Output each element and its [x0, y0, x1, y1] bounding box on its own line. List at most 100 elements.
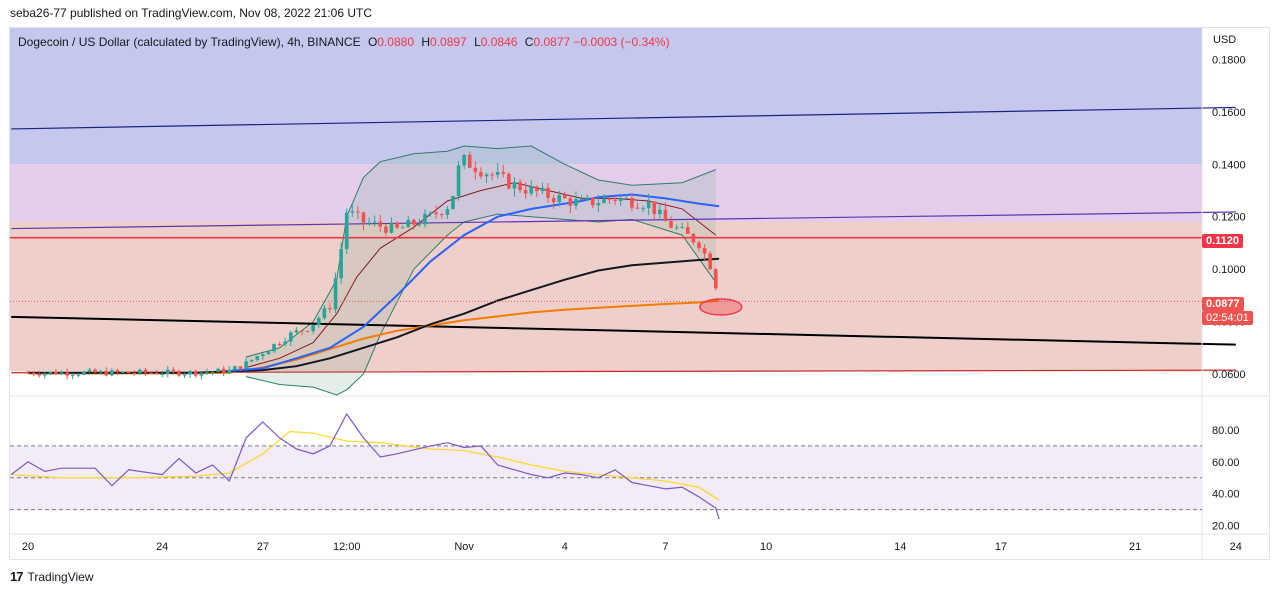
candle-body — [289, 332, 293, 342]
candle-body — [149, 372, 153, 374]
candle-body — [132, 373, 137, 375]
candle-body — [322, 308, 327, 319]
time-tick-label: 27 — [257, 541, 269, 553]
price-tick-label: 0.1800 — [1212, 54, 1246, 66]
time-tick-label: Nov — [454, 541, 474, 553]
candle-body — [138, 369, 142, 374]
candle-body — [26, 372, 30, 374]
candle-body — [110, 370, 114, 376]
candle-body — [328, 308, 332, 310]
time-tick-label: 4 — [562, 541, 568, 553]
candle-body — [367, 222, 371, 224]
candle-body — [372, 221, 377, 223]
candle-body — [428, 212, 433, 214]
candle-body — [646, 201, 651, 209]
candle-body — [713, 269, 718, 289]
candle-body — [311, 324, 315, 332]
footer-brand[interactable]: 17 TradingView — [10, 569, 94, 584]
candle-body — [384, 226, 388, 233]
candle-body — [395, 222, 399, 228]
candle-body — [294, 330, 299, 333]
candle-body — [423, 213, 427, 225]
candle-body — [624, 198, 629, 200]
rsi-ma-line — [11, 430, 720, 501]
candle-body — [507, 173, 511, 189]
high-key: H — [421, 35, 431, 49]
candle-body — [221, 368, 226, 374]
candle-body — [551, 197, 556, 203]
candle-body — [585, 197, 589, 199]
candle-body — [708, 253, 712, 270]
candle-body — [300, 330, 304, 332]
candle-body — [104, 370, 109, 376]
low-value: 0.0846 — [480, 35, 518, 49]
candle-body — [602, 198, 606, 204]
price-zone-2 — [10, 221, 1202, 372]
candle-body — [400, 227, 405, 229]
candle-body — [361, 212, 366, 223]
low-key: L — [474, 35, 481, 49]
candle-body — [546, 187, 550, 198]
candle-body — [238, 366, 243, 369]
candle-body — [339, 249, 343, 279]
time-tick-label: 24 — [156, 541, 168, 553]
candle-body — [456, 165, 461, 197]
candle-body — [417, 224, 422, 226]
moving-average-black — [28, 257, 720, 374]
candle-body — [412, 219, 416, 225]
candle-body — [484, 174, 489, 177]
candle-body — [143, 369, 148, 373]
candle-body — [233, 366, 237, 370]
candle-body — [182, 374, 187, 376]
price-tick-label: 0.1400 — [1212, 159, 1246, 171]
price-zone-1 — [10, 164, 1202, 222]
chart-frame — [9, 27, 1270, 560]
candle-body — [451, 196, 455, 210]
candle-body — [613, 199, 617, 201]
candle-body — [652, 201, 657, 215]
countdown-tag: 02:54:01 — [1202, 311, 1253, 325]
time-tick-label: 20 — [22, 541, 34, 553]
symbol-label[interactable]: Dogecoin / US Dollar (calculated by Trad… — [18, 35, 361, 49]
rsi-tick-label: 60.00 — [1212, 457, 1240, 469]
candle-body — [115, 370, 120, 373]
moving-average-blue — [229, 193, 720, 372]
rsi-tick-label: 40.00 — [1212, 489, 1240, 501]
last-price-tag: 0.0877 — [1202, 297, 1244, 311]
price-tick-label: 0.1600 — [1212, 107, 1246, 119]
price-tick-label: 0.0600 — [1212, 369, 1246, 381]
candle-body — [333, 278, 338, 310]
candle-body — [406, 219, 411, 228]
candle-body — [574, 198, 578, 206]
candle-body — [702, 248, 707, 254]
candle-body — [165, 369, 170, 375]
candle-body — [523, 190, 528, 194]
candle-body — [590, 197, 595, 206]
candle-body — [535, 186, 539, 192]
bollinger-lower-line — [245, 213, 717, 396]
time-tick-label: 24 — [1230, 541, 1242, 553]
currency-label[interactable]: USD — [1213, 34, 1237, 46]
time-tick-label: 17 — [995, 541, 1007, 553]
candle-body — [674, 227, 679, 229]
rsi-tick-label: 20.00 — [1212, 521, 1240, 533]
time-tick-label: 21 — [1129, 541, 1141, 553]
candle-body — [76, 374, 81, 376]
candle-body — [160, 374, 164, 376]
candle-body — [48, 371, 53, 374]
candle-body — [467, 154, 472, 168]
candle-body — [261, 354, 265, 357]
open-value: 0.0880 — [377, 35, 414, 49]
candle-body — [607, 198, 612, 200]
publisher-line: seba26-77 published on TradingView.com, … — [10, 6, 373, 20]
candle-body — [177, 370, 181, 376]
candle-body — [462, 154, 466, 166]
candle-body — [305, 331, 310, 333]
trend-line-support-line — [11, 315, 1236, 346]
candle-body — [630, 198, 634, 208]
candle-body — [691, 233, 696, 243]
candle-body — [244, 361, 248, 369]
time-tick-label: 14 — [894, 541, 906, 553]
candle-body — [54, 371, 58, 375]
